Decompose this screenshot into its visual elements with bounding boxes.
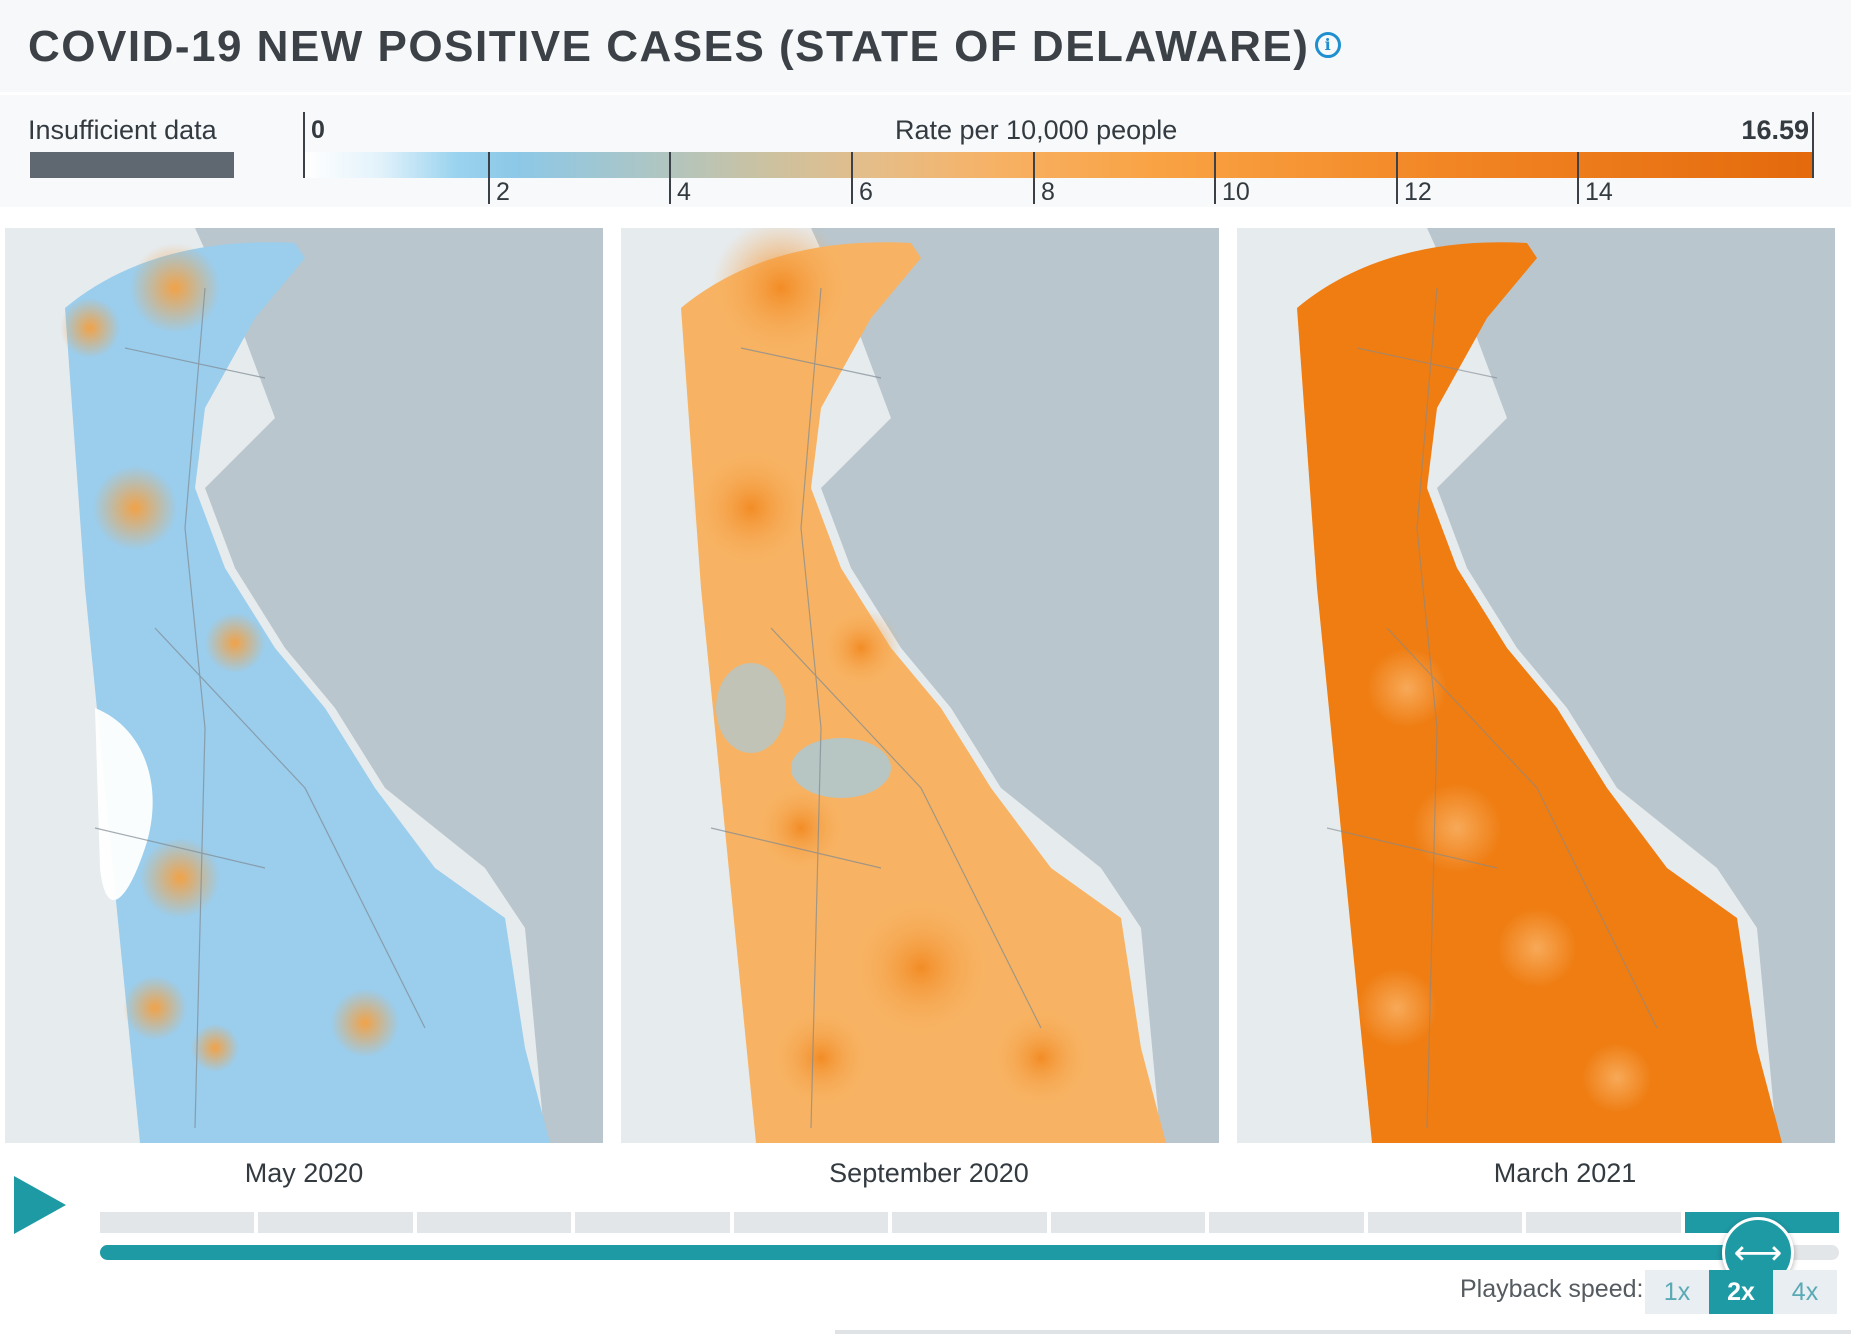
scale-tick-label-10: 10 xyxy=(1222,178,1250,206)
scale-tick-label-14: 14 xyxy=(1585,178,1613,206)
scale-tick-label-4: 4 xyxy=(677,178,691,206)
speed-1x-button[interactable]: 1x xyxy=(1645,1270,1709,1314)
timeline-segment[interactable] xyxy=(1050,1212,1206,1233)
legend-panel xyxy=(0,95,1851,207)
map-label-1: May 2020 xyxy=(244,1158,364,1188)
map-label-2: September 2020 xyxy=(829,1158,1029,1188)
map-panel-march-2021 xyxy=(1237,228,1835,1143)
scale-tick-2 xyxy=(488,152,490,204)
map-panel-may-2020 xyxy=(5,228,603,1143)
scale-tick-8 xyxy=(1033,152,1035,204)
scale-tick-label-2: 2 xyxy=(496,178,510,206)
color-scale-bar xyxy=(305,152,1812,178)
scale-left-marker xyxy=(303,112,305,178)
map-september-2020 xyxy=(621,228,1219,1143)
timeline-segment[interactable] xyxy=(258,1212,413,1233)
scale-tick-label-6: 6 xyxy=(859,178,873,206)
scale-tick-label-8: 8 xyxy=(1041,178,1055,206)
scale-title: Rate per 10,000 people xyxy=(895,115,1178,145)
timeline-segment[interactable] xyxy=(416,1212,572,1233)
timeline-segment[interactable] xyxy=(1209,1212,1364,1233)
scale-min-label: 0 xyxy=(311,116,325,144)
map-label-3: March 2021 xyxy=(1493,1158,1637,1188)
insufficient-data-label: Insufficient data xyxy=(28,115,217,145)
page-title: COVID-19 NEW POSITIVE CASES (STATE OF DE… xyxy=(28,22,1342,72)
scale-tick-12 xyxy=(1396,152,1398,204)
page-title-text: COVID-19 NEW POSITIVE CASES (STATE OF DE… xyxy=(28,22,1310,71)
scale-tick-14 xyxy=(1577,152,1579,204)
scale-tick-4 xyxy=(669,152,671,204)
speed-4x-button[interactable]: 4x xyxy=(1773,1270,1837,1314)
bottom-divider xyxy=(835,1330,1851,1334)
scale-max-label: 16.59 xyxy=(1741,115,1809,145)
play-icon[interactable] xyxy=(14,1176,66,1234)
title-bar xyxy=(0,0,1851,92)
timeline-segment[interactable] xyxy=(100,1212,255,1233)
timeline-segment[interactable] xyxy=(1367,1212,1523,1233)
timeline-segment[interactable] xyxy=(575,1212,730,1233)
info-icon[interactable]: i xyxy=(1315,32,1342,59)
map-panel-september-2020 xyxy=(621,228,1219,1143)
timeline-progress xyxy=(100,1245,1770,1260)
map-march-2021 xyxy=(1237,228,1835,1143)
scale-right-marker xyxy=(1812,112,1814,178)
map-may-2020 xyxy=(5,228,603,1143)
timeline-segment[interactable] xyxy=(1526,1212,1681,1233)
scale-tick-10 xyxy=(1214,152,1216,204)
speed-2x-button[interactable]: 2x xyxy=(1709,1270,1773,1314)
scale-tick-label-12: 12 xyxy=(1404,178,1432,206)
timeline-segment[interactable] xyxy=(733,1212,889,1233)
insufficient-data-swatch xyxy=(30,152,234,178)
playback-speed-label: Playback speed: xyxy=(1460,1275,1644,1303)
scale-tick-6 xyxy=(851,152,853,204)
timeline-segment[interactable] xyxy=(892,1212,1047,1233)
